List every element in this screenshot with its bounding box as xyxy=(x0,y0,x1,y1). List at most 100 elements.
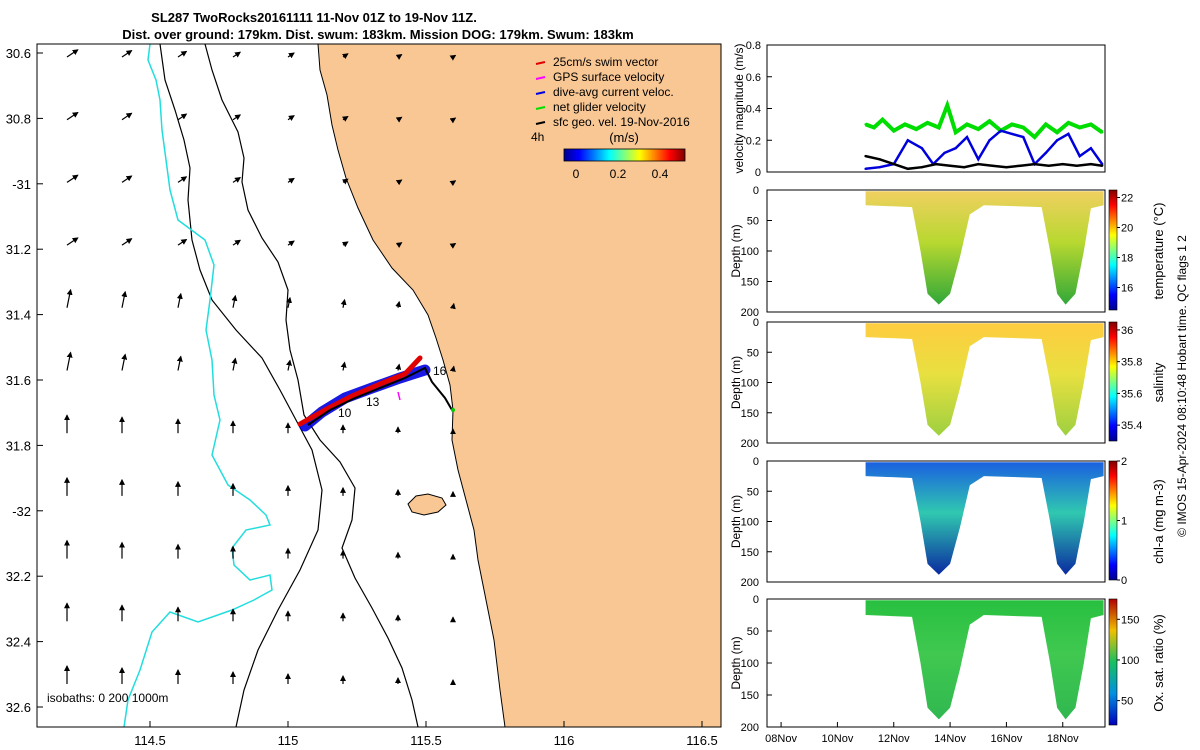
current-vector-arrow xyxy=(341,178,349,185)
current-vector-arrow xyxy=(66,351,73,371)
lat-tick-label: 32.2 xyxy=(6,569,31,584)
current-vector-arrow xyxy=(66,288,73,308)
velocity-data-point xyxy=(965,135,969,139)
velocity-data-point xyxy=(1022,135,1025,139)
velocity-data-point xyxy=(1067,121,1070,124)
depth-ytick-label: 150 xyxy=(741,690,759,702)
velocity-data-point xyxy=(1055,131,1059,134)
current-vector-arrow xyxy=(395,242,403,248)
legend-label: net glider velocity xyxy=(553,100,646,114)
velocity-data-point xyxy=(988,120,991,123)
current-vector-arrow xyxy=(449,54,457,61)
velocity-panel-frame xyxy=(766,44,1106,173)
current-vector-arrow xyxy=(395,363,402,371)
lat-tick-label: 31.4 xyxy=(6,308,31,323)
current-vector-arrow xyxy=(121,353,128,371)
lat-tick-label: -31 xyxy=(12,177,31,192)
depth-ytick-label: 100 xyxy=(741,246,759,258)
depth-ytick-label: 0 xyxy=(753,456,759,468)
colorbar-label: Ox. sat. ratio (%) xyxy=(1151,614,1166,712)
colorbar-tick-label: 0.4 xyxy=(652,167,669,181)
colorbar-label: temperature (°C) xyxy=(1151,203,1166,300)
colorbar-tick-label: 1 xyxy=(1121,516,1127,528)
velocity-data-point xyxy=(1010,132,1014,136)
colorbar-tick-label: 35.4 xyxy=(1121,420,1142,432)
interval-label: 4h xyxy=(531,130,544,144)
depth-ylabel: Depth (m) xyxy=(729,636,743,689)
current-vector-arrow xyxy=(232,239,242,246)
current-vector-arrow xyxy=(121,50,133,58)
lon-tick-label: 114.5 xyxy=(134,733,166,748)
velocity-data-point xyxy=(1078,154,1081,158)
colorbar-tick-label: 18 xyxy=(1121,253,1133,265)
temperature-section-fill xyxy=(865,191,1104,305)
legend-swatch xyxy=(535,61,546,65)
velocity-data-point xyxy=(1075,164,1079,167)
velocity-ylabel: velocity magnitude (m/s) xyxy=(732,43,746,173)
current-vector-arrow xyxy=(286,359,292,371)
lat-tick-label: 31.8 xyxy=(6,438,31,453)
current-vector-arrow xyxy=(341,241,349,248)
velocity-data-point xyxy=(864,154,867,158)
velocity-data-point xyxy=(1061,162,1064,166)
legend-label: sfc geo. vel. 19-Nov-2016 xyxy=(553,115,690,129)
variable-colorbar xyxy=(1108,321,1118,442)
colorbar-tick-label: 22 xyxy=(1121,193,1133,205)
velocity-data-point xyxy=(1078,126,1081,129)
current-vector-arrow xyxy=(395,54,403,60)
swim-vector-band xyxy=(297,355,423,427)
current-vector-arrow xyxy=(121,112,133,121)
velocity-data-point xyxy=(892,129,895,132)
velocity-data-point xyxy=(892,162,895,166)
land-mass xyxy=(317,44,721,727)
velocity-data-point xyxy=(948,164,952,167)
depth-ylabel: Depth (m) xyxy=(729,356,743,409)
lon-tick-label: 115 xyxy=(278,733,299,748)
map-frame xyxy=(36,43,722,728)
isobath-label: isobaths: 0 200 1000m xyxy=(47,691,168,705)
current-vector-arrow xyxy=(287,177,295,184)
current-vector-arrow xyxy=(66,49,79,58)
isobath-200-line xyxy=(204,44,419,727)
current-vector-arrow xyxy=(66,237,79,246)
velocity-data-point xyxy=(878,158,881,161)
legend-swatch xyxy=(535,121,546,125)
velocity-data-point xyxy=(977,162,980,166)
colorbar-tick-label: 20 xyxy=(1121,223,1133,235)
current-vector-arrow xyxy=(286,296,292,308)
colorbar-tick-label: 2 xyxy=(1121,456,1127,468)
velocity-data-point xyxy=(946,104,949,107)
legend-label: GPS surface velocity xyxy=(553,70,664,84)
current-vector-arrow xyxy=(449,365,456,372)
current-vector-arrow xyxy=(121,290,128,308)
velocity-data-point xyxy=(1010,123,1014,126)
velocity-data-point xyxy=(915,127,918,131)
velocity-data-point xyxy=(1019,164,1022,167)
legend-swatch xyxy=(535,91,546,95)
velocity-ytick-label: 0 xyxy=(755,167,761,179)
current-vector-arrow xyxy=(232,51,242,58)
colorbar-tick-label: 100 xyxy=(1121,655,1139,667)
time-tick-label: 18Nov xyxy=(1047,733,1079,745)
colorbar-tick-label: 35.6 xyxy=(1121,388,1142,400)
island xyxy=(407,493,447,516)
velocity-ytick-label: 0.8 xyxy=(746,40,761,52)
velocity-data-point xyxy=(906,139,910,142)
velocity-data-point xyxy=(1067,132,1070,136)
depth-ytick-label: 150 xyxy=(741,408,759,420)
velocity-data-point xyxy=(977,127,980,131)
current-vector-arrow xyxy=(232,177,242,183)
track-label-13: 13 xyxy=(366,395,380,409)
colorbar-tick-label: 150 xyxy=(1121,614,1139,626)
depth-ytick-label: 0 xyxy=(753,185,759,197)
geostrophic-vector-field xyxy=(64,49,457,685)
velocity-data-point xyxy=(1100,131,1104,134)
lon-tick-label: 116.5 xyxy=(686,733,718,748)
current-vector-arrow xyxy=(395,179,403,186)
depth-ytick-label: 200 xyxy=(741,438,759,450)
current-vector-arrow xyxy=(341,53,349,60)
lat-tick-label: 30.8 xyxy=(6,111,31,126)
isobath-1000-cyan-line xyxy=(123,44,273,727)
velocity-data-point xyxy=(1005,166,1008,169)
